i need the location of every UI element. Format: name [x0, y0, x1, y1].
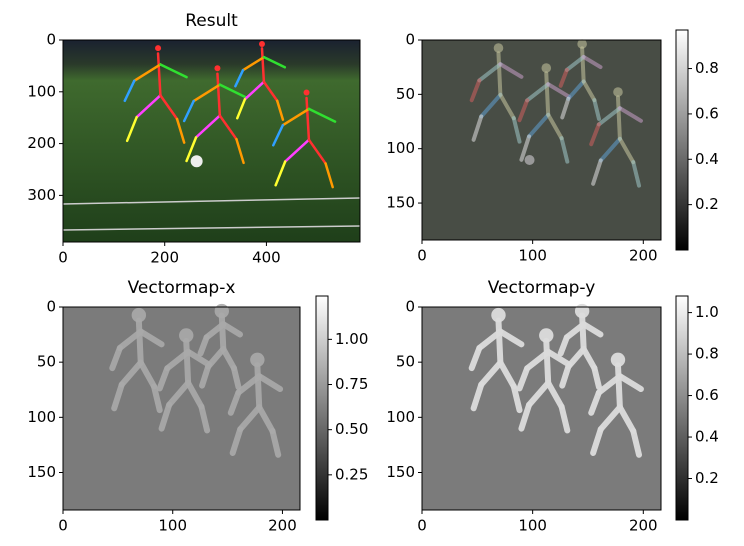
limb [257, 365, 259, 407]
ball [191, 155, 203, 167]
image-background [63, 40, 360, 242]
x-tick-label: 100 [518, 247, 547, 265]
colorbar [676, 30, 688, 250]
head [611, 353, 625, 367]
head [179, 328, 193, 342]
colorbar-tick-label: 0.25 [335, 465, 368, 483]
y-tick-label: 100 [386, 408, 415, 426]
limb [582, 315, 584, 349]
head [575, 304, 589, 318]
head [132, 308, 146, 322]
x-tick-label: 0 [417, 517, 427, 535]
colorbar-tick-label: 1.0 [695, 303, 719, 321]
x-tick-label: 200 [629, 247, 658, 265]
colorbar [676, 296, 688, 520]
x-tick-label: 0 [58, 249, 68, 267]
head [577, 39, 587, 49]
head [304, 90, 310, 96]
colorbar-tick-label: 0.75 [335, 375, 368, 393]
x-tick-label: 100 [518, 517, 547, 535]
head [250, 353, 264, 367]
limb [139, 321, 141, 363]
y-tick-label: 100 [386, 139, 415, 157]
limb [222, 315, 224, 349]
axes-title: Result [185, 11, 238, 31]
head [214, 65, 220, 71]
colorbar-tick-label: 0.4 [695, 428, 719, 446]
y-tick-label: 50 [396, 85, 415, 103]
y-tick-label: 150 [386, 194, 415, 212]
image [63, 40, 360, 242]
image [63, 304, 300, 510]
y-tick-label: 0 [46, 31, 56, 49]
x-tick-label: 200 [629, 517, 658, 535]
colorbar-tick-label: 0.2 [695, 469, 719, 487]
y-tick-label: 50 [396, 353, 415, 371]
limb [498, 53, 500, 94]
x-tick-label: 200 [150, 249, 179, 267]
y-tick-label: 150 [27, 463, 56, 481]
head [215, 304, 229, 318]
x-tick-label: 0 [58, 517, 68, 535]
axes-title: Vectormap-x [128, 278, 236, 298]
head [613, 87, 623, 97]
head [259, 41, 265, 47]
x-tick-label: 100 [158, 517, 187, 535]
colorbar-tick-label: 0.2 [695, 195, 719, 213]
limb [582, 48, 584, 81]
colorbar-tick-label: 0.8 [695, 345, 719, 363]
head [491, 308, 505, 322]
colorbar [316, 296, 328, 520]
colorbar-tick-label: 0.8 [695, 59, 719, 77]
axes-title: Vectormap-y [488, 278, 596, 298]
colorbar-tick-label: 0.50 [335, 420, 368, 438]
y-tick-label: 50 [37, 353, 56, 371]
ball [525, 155, 535, 165]
y-tick-label: 0 [46, 298, 56, 316]
x-tick-label: 0 [417, 247, 427, 265]
limb [498, 321, 500, 363]
y-tick-label: 100 [27, 408, 56, 426]
image [422, 39, 661, 240]
y-tick-label: 300 [27, 186, 56, 204]
y-tick-label: 0 [405, 31, 415, 49]
colorbar-tick-label: 1.00 [335, 330, 368, 348]
x-tick-label: 200 [268, 517, 297, 535]
limb [618, 365, 620, 407]
colorbar-tick-label: 0.4 [695, 150, 719, 168]
figure: Result 0 200 400 0 100 200 300 0 100 200 0 50 100 150 0… [0, 0, 744, 542]
head [541, 63, 551, 73]
x-tick-label: 400 [252, 249, 281, 267]
head [494, 43, 504, 53]
y-tick-label: 150 [386, 463, 415, 481]
image-background [422, 40, 661, 240]
head [155, 45, 161, 51]
colorbar-tick-label: 0.6 [695, 386, 719, 404]
y-tick-label: 200 [27, 134, 56, 152]
colorbar-tick-label: 0.6 [695, 104, 719, 122]
limb [618, 97, 620, 138]
y-tick-label: 100 [27, 82, 56, 100]
limb [546, 341, 548, 383]
image [422, 304, 661, 510]
limb [186, 341, 188, 383]
limb [546, 73, 548, 114]
y-tick-label: 0 [405, 298, 415, 316]
head [539, 328, 553, 342]
